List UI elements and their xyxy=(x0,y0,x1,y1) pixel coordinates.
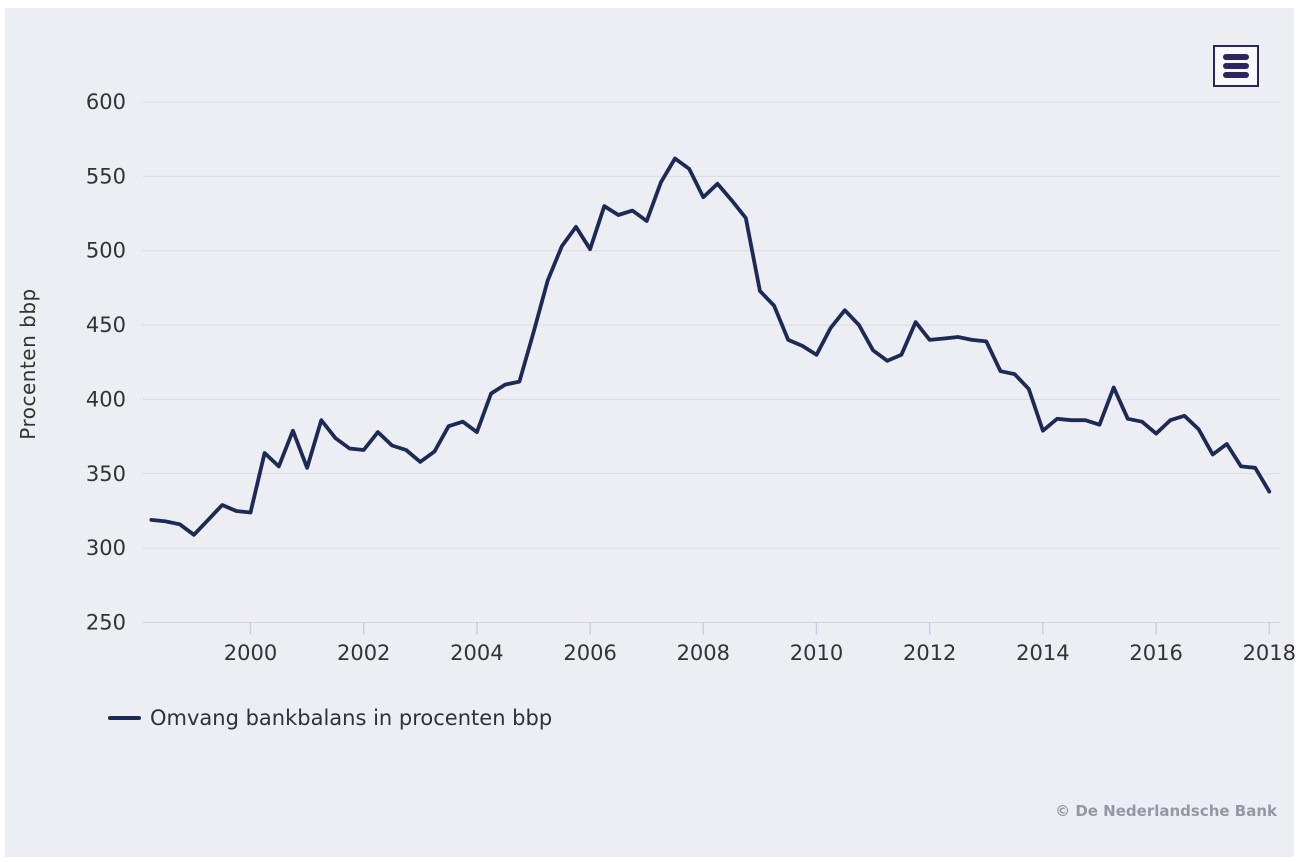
y-tick-label: 400 xyxy=(86,387,126,411)
x-tick-label: 2016 xyxy=(1129,641,1182,665)
series-line[interactable] xyxy=(149,156,1272,537)
y-tick-label: 500 xyxy=(86,239,126,263)
y-tick-label: 550 xyxy=(86,164,126,188)
y-tick-label: 250 xyxy=(86,611,126,635)
y-tick-label: 350 xyxy=(86,462,126,486)
legend[interactable]: Omvang bankbalans in procenten bbp xyxy=(108,704,552,732)
x-tick-label: 2000 xyxy=(224,641,277,665)
y-tick-label: 300 xyxy=(86,536,126,560)
credits: © De Nederlandsche Bank xyxy=(1055,802,1277,820)
y-tick-label: 600 xyxy=(86,90,126,114)
x-tick-label: 2008 xyxy=(677,641,730,665)
chart-context-menu-button[interactable] xyxy=(1213,45,1259,87)
y-tick-label: 450 xyxy=(86,313,126,337)
legend-label: Omvang bankbalans in procenten bbp xyxy=(150,706,553,730)
x-tick-label: 2002 xyxy=(337,641,390,665)
x-tick-label: 2018 xyxy=(1243,641,1296,665)
chart-panel xyxy=(5,8,1294,857)
x-tick-label: 2012 xyxy=(903,641,956,665)
legend-line-marker xyxy=(108,716,141,720)
x-tick-label: 2006 xyxy=(563,641,616,665)
x-tick-label: 2010 xyxy=(790,641,843,665)
y-axis-title: Procenten bbp xyxy=(16,288,40,440)
hamburger-menu-icon xyxy=(1223,54,1249,78)
x-tick-label: 2004 xyxy=(450,641,503,665)
x-tick-label: 2014 xyxy=(1016,641,1069,665)
